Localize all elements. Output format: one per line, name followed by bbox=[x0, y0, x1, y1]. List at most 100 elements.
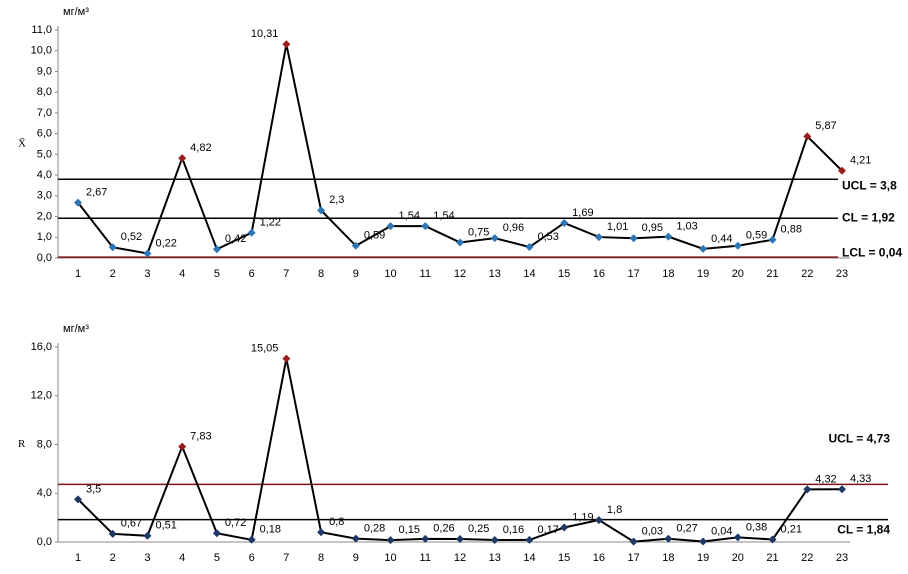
data-point bbox=[838, 166, 846, 175]
value-label: 0,44 bbox=[711, 233, 732, 245]
x-tick-label: 8 bbox=[318, 552, 324, 564]
data-point bbox=[421, 222, 430, 231]
data-point bbox=[490, 536, 499, 545]
y-tick-label: 7,0 bbox=[37, 107, 52, 119]
x-tick-label: 15 bbox=[558, 552, 570, 564]
x-tick-label: 14 bbox=[523, 268, 535, 280]
value-label: 0,28 bbox=[364, 522, 385, 534]
value-label: 0,59 bbox=[364, 230, 385, 242]
data-point bbox=[247, 535, 256, 544]
value-label: 4,82 bbox=[190, 142, 211, 154]
x-tick-label: 23 bbox=[836, 268, 848, 280]
data-point bbox=[351, 241, 360, 250]
data-point bbox=[838, 485, 846, 494]
x-tick-label: 4 bbox=[179, 552, 185, 564]
value-label: 0,52 bbox=[121, 231, 142, 243]
y-tick-label: 10,0 bbox=[31, 45, 52, 57]
x-tick-label: 4 bbox=[179, 268, 185, 280]
value-label: 1,03 bbox=[676, 221, 697, 233]
data-point bbox=[490, 234, 499, 243]
value-label: 1,69 bbox=[572, 207, 593, 219]
y-tick-label: 9,0 bbox=[37, 65, 52, 77]
data-point bbox=[178, 154, 187, 163]
value-label: 2,67 bbox=[86, 187, 107, 199]
x-tick-label: 12 bbox=[454, 268, 466, 280]
value-label: 0,27 bbox=[676, 523, 697, 535]
x-tick-label: 20 bbox=[732, 552, 744, 564]
x-tick-label: 1 bbox=[75, 268, 81, 280]
value-label: 2,3 bbox=[329, 194, 344, 206]
control-line-label: UCL = 4,73 bbox=[829, 432, 891, 446]
data-point bbox=[699, 244, 708, 253]
data-point bbox=[594, 516, 603, 525]
value-label: 0,22 bbox=[155, 237, 176, 249]
value-label: 4,32 bbox=[815, 473, 836, 485]
data-point bbox=[247, 228, 256, 237]
value-label: 0,38 bbox=[746, 521, 767, 533]
data-point bbox=[421, 534, 430, 543]
value-label: 4,33 bbox=[850, 473, 871, 485]
data-point bbox=[317, 206, 326, 215]
data-point bbox=[594, 233, 603, 242]
x-tick-label: 5 bbox=[214, 552, 220, 564]
value-label: 0,04 bbox=[711, 525, 732, 537]
x-tick-label: 9 bbox=[353, 268, 359, 280]
value-label: 0,53 bbox=[537, 231, 558, 243]
data-point bbox=[317, 528, 326, 537]
y-tick-label: 6,0 bbox=[37, 128, 52, 140]
value-label: 1,54 bbox=[399, 210, 420, 222]
value-label: 0,75 bbox=[468, 226, 489, 238]
x-tick-label: 22 bbox=[801, 268, 813, 280]
value-label: 0,21 bbox=[781, 523, 802, 535]
data-point bbox=[560, 523, 569, 532]
value-label: 0,59 bbox=[746, 230, 767, 242]
value-label: 0,16 bbox=[503, 524, 524, 536]
value-label: 0,51 bbox=[155, 520, 176, 532]
x-tick-label: 18 bbox=[662, 268, 674, 280]
x-tick-label: 16 bbox=[593, 268, 605, 280]
x-tick-label: 1 bbox=[75, 552, 81, 564]
data-point bbox=[629, 234, 638, 243]
x-tick-label: 14 bbox=[523, 552, 535, 564]
x-tick-label: 13 bbox=[489, 268, 501, 280]
x-tick-label: 11 bbox=[420, 268, 431, 280]
y-tick-label: 4,0 bbox=[37, 169, 52, 181]
y-tick-label: 1,0 bbox=[37, 231, 52, 243]
y-axis-label: X̄ bbox=[18, 138, 26, 150]
value-label: 7,83 bbox=[190, 430, 211, 442]
value-label: 1,01 bbox=[607, 221, 628, 233]
y-tick-label: 11,0 bbox=[31, 24, 52, 36]
data-point bbox=[768, 235, 777, 244]
data-point bbox=[212, 245, 221, 254]
y-tick-label: 2,0 bbox=[37, 210, 52, 222]
value-label: 0,95 bbox=[642, 222, 663, 234]
data-point bbox=[282, 40, 291, 49]
value-label: 0,8 bbox=[329, 516, 344, 528]
value-label: 15,05 bbox=[251, 342, 279, 354]
unit-label: мг/м³ bbox=[63, 6, 89, 18]
x-tick-label: 2 bbox=[110, 552, 116, 564]
x-tick-label: 21 bbox=[766, 268, 778, 280]
data-point bbox=[803, 485, 812, 494]
y-tick-label: 5,0 bbox=[37, 148, 52, 160]
data-point bbox=[351, 534, 360, 543]
x-tick-label: 11 bbox=[420, 552, 431, 564]
x-tick-label: 9 bbox=[353, 552, 359, 564]
value-label: 0,88 bbox=[781, 224, 802, 236]
value-label: 1,54 bbox=[433, 210, 454, 222]
data-point bbox=[560, 218, 569, 227]
x-tick-label: 19 bbox=[697, 268, 709, 280]
data-line bbox=[77, 358, 843, 543]
value-label: 0,42 bbox=[225, 233, 246, 245]
data-point bbox=[456, 238, 464, 247]
data-point bbox=[525, 243, 534, 252]
value-label: 0,15 bbox=[399, 524, 420, 536]
x-tick-label: 19 bbox=[697, 552, 709, 564]
data-point bbox=[74, 198, 82, 207]
x-tick-label: 2 bbox=[110, 268, 116, 280]
data-point bbox=[108, 243, 117, 252]
data-point bbox=[74, 495, 82, 504]
value-label: 0,72 bbox=[225, 517, 246, 529]
y-tick-label: 12,0 bbox=[31, 390, 52, 402]
